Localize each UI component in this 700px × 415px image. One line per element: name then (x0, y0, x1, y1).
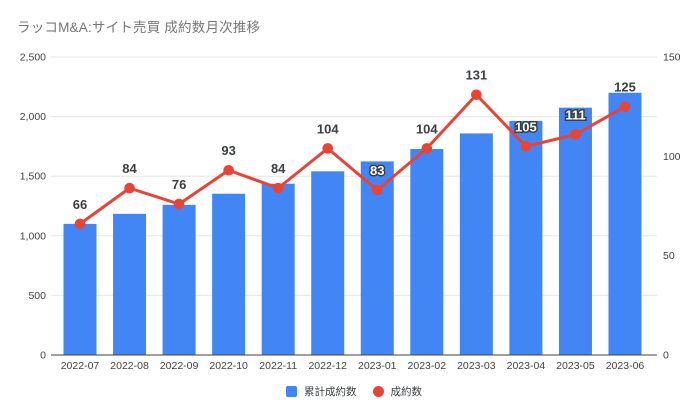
x-axis-tick-label: 2023-06 (606, 360, 645, 372)
x-axis-tick-label: 2022-09 (160, 360, 199, 372)
bar-2022-08 (113, 213, 147, 355)
data-label: 105 (515, 119, 537, 134)
x-axis-tick-label: 2022-07 (61, 360, 100, 372)
chart-title: ラッコM&A:サイト売買 成約数月次推移 (17, 20, 261, 35)
legend-label-cumulative: 累計成約数 (304, 385, 357, 398)
point-2022-07 (74, 218, 86, 230)
bar-2023-04 (509, 120, 543, 355)
left-axis-tick-label: 2,500 (20, 52, 46, 64)
point-2022-10 (223, 164, 234, 176)
data-label: 83 (370, 163, 384, 178)
bar-2022-10 (212, 193, 246, 355)
left-axis-tick-label: 1,000 (20, 230, 46, 242)
data-label: 66 (73, 197, 87, 212)
data-label: 131 (466, 68, 488, 83)
line-series (79, 93, 626, 226)
bar-2022-07 (63, 223, 97, 355)
data-label: 93 (221, 143, 235, 158)
x-axis-tick-label: 2022-11 (259, 360, 297, 372)
bar-2023-06 (608, 92, 642, 355)
x-axis-tick-label: 2022-12 (308, 360, 347, 372)
x-axis-tick-label: 2023-04 (507, 360, 546, 372)
point-2022-09 (173, 198, 185, 210)
bar-2022-09 (162, 204, 196, 355)
data-label: 125 (614, 80, 636, 95)
legend-label-monthly: 成約数 (390, 385, 423, 398)
data-label: 76 (172, 177, 186, 192)
x-axis-tick-label: 2023-01 (358, 360, 397, 372)
point-2023-04 (520, 141, 532, 152)
bar-2023-02 (410, 149, 444, 355)
x-axis-tick-label: 2023-02 (408, 360, 447, 372)
legend-item-monthly: 成約数 (372, 384, 423, 399)
left-axis-tick-label: 0 (40, 350, 46, 362)
right-axis-tick-label: 50 (663, 250, 675, 262)
bar-series-swatch-icon (286, 385, 297, 397)
point-2022-12 (322, 143, 334, 154)
right-axis-tick-label: 150 (663, 52, 681, 64)
legend-item-cumulative: 累計成約数 (286, 384, 357, 399)
data-label: 104 (416, 121, 438, 136)
bar-2022-11 (261, 183, 295, 355)
chart-legend: 累計成約数 成約数 (51, 383, 657, 399)
right-axis-tick-label: 100 (663, 151, 681, 163)
left-axis-tick-label: 2,000 (20, 111, 46, 123)
point-2023-03 (471, 89, 482, 101)
left-axis-tick-label: 500 (28, 290, 46, 302)
x-axis-tick-label: 2022-08 (110, 360, 149, 372)
left-axis-tick-label: 1,500 (20, 171, 46, 183)
right-axis-tick-label: 0 (663, 350, 669, 362)
x-axis-tick-label: 2023-05 (556, 360, 595, 372)
point-2023-02 (421, 143, 433, 154)
bar-2023-03 (459, 133, 493, 355)
x-axis-tick-label: 2023-03 (457, 360, 496, 372)
data-label: 104 (317, 121, 339, 136)
data-label: 111 (565, 107, 585, 122)
x-axis-tick-label: 2022-10 (209, 360, 248, 372)
line-series-swatch-icon (372, 385, 384, 397)
data-label: 84 (122, 161, 137, 176)
point-2023-06 (619, 101, 631, 112)
point-2023-01 (371, 184, 383, 196)
point-2022-08 (124, 182, 135, 194)
point-2023-05 (570, 129, 581, 140)
point-2022-11 (272, 182, 284, 194)
bar-2022-12 (311, 171, 345, 355)
bar-2023-05 (558, 107, 592, 355)
data-label: 84 (271, 161, 286, 176)
